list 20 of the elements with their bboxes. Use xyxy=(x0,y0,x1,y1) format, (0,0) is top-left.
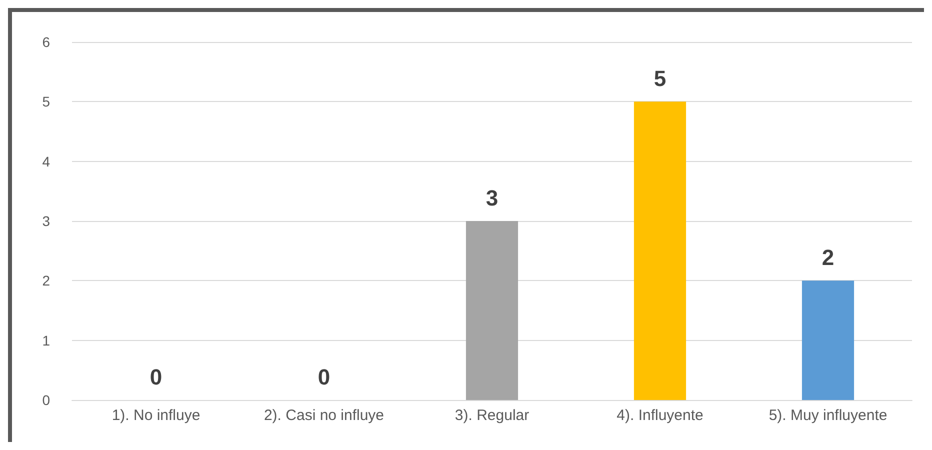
data-label: 5 xyxy=(654,66,666,92)
data-label: 0 xyxy=(318,364,330,390)
y-tick-label: 6 xyxy=(42,34,50,50)
y-tick-label: 1 xyxy=(42,332,50,348)
x-tick-label: 1). No influye xyxy=(112,407,200,424)
data-label: 0 xyxy=(150,364,162,390)
x-tick-label: 5). Muy influyente xyxy=(768,407,888,424)
bar xyxy=(802,280,854,400)
y-tick-label: 3 xyxy=(42,213,50,229)
bar xyxy=(634,102,686,400)
bar xyxy=(466,221,518,400)
x-tick-label: 3). Regular xyxy=(454,407,530,424)
y-tick-label: 0 xyxy=(42,392,50,408)
data-label: 2 xyxy=(822,245,834,270)
data-label: 3 xyxy=(486,186,498,210)
y-tick-label: 2 xyxy=(42,272,50,289)
y-tick-label: 5 xyxy=(42,94,50,110)
x-tick-label: 4). Influyente xyxy=(616,407,704,424)
x-tick-label: 2). Casi no influye xyxy=(264,407,384,424)
y-tick-label: 4 xyxy=(42,153,50,170)
